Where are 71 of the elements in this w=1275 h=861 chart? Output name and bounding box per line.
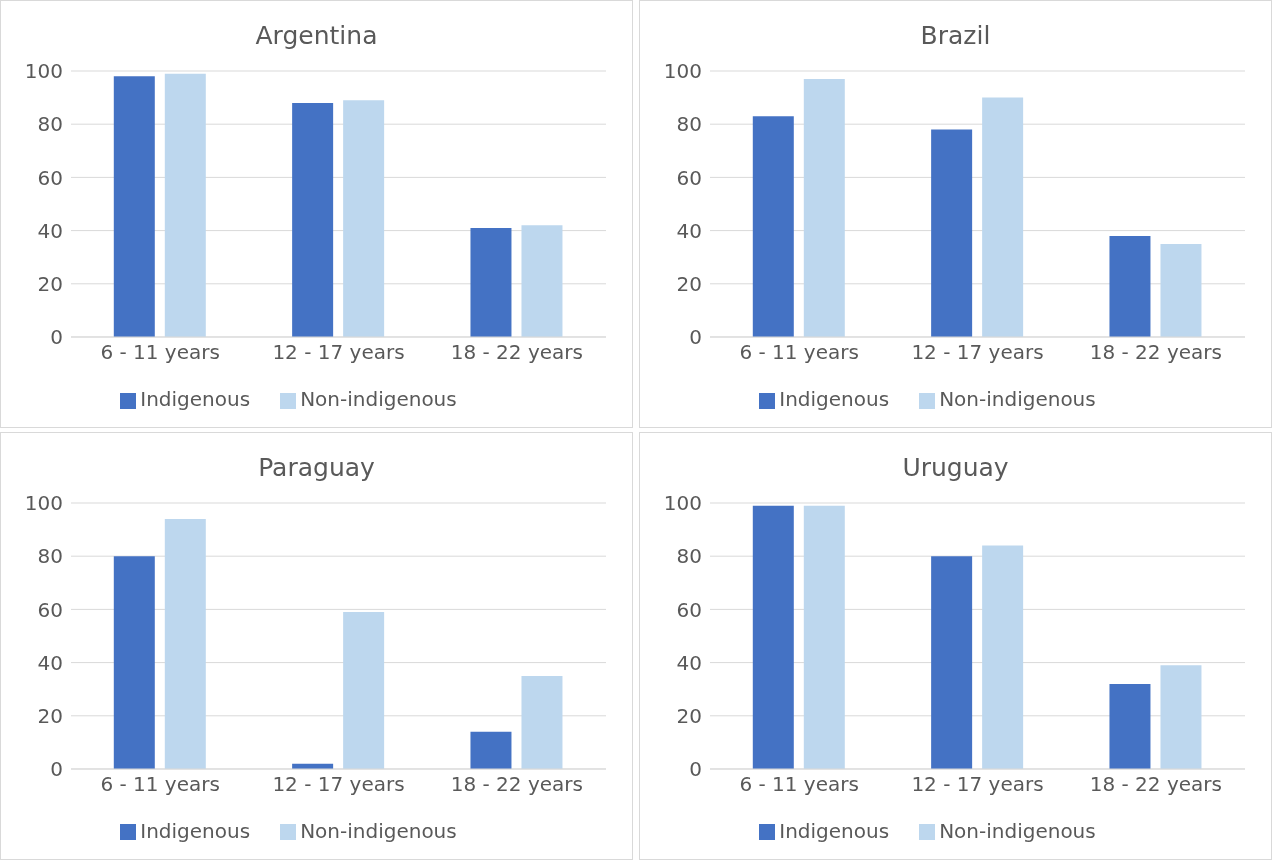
legend-label: Indigenous [779, 818, 890, 843]
y-tick-label: 80 [37, 112, 63, 137]
bar [113, 555, 155, 769]
bar [470, 227, 512, 337]
y-tick-label: 40 [676, 218, 702, 243]
legend-label: Indigenous [140, 818, 251, 843]
y-tick-label: 60 [676, 165, 702, 190]
x-tick-label: 18 - 22 years [450, 340, 583, 365]
y-tick-label: 100 [663, 490, 702, 515]
bar [343, 100, 385, 337]
y-tick-label: 100 [24, 59, 63, 84]
y-tick-label: 20 [37, 703, 63, 728]
bar [521, 225, 563, 337]
x-tick-label: 6 - 11 years [739, 340, 859, 365]
bar [521, 675, 563, 769]
bar [752, 505, 794, 769]
y-tick-label: 80 [676, 543, 702, 568]
legend-label: Indigenous [140, 387, 251, 411]
y-tick-label: 20 [676, 703, 702, 728]
y-tick-label: 20 [37, 271, 63, 296]
x-tick-label: 12 - 17 years [272, 340, 405, 365]
chart-title: Argentina [254, 21, 379, 52]
bar [752, 116, 794, 337]
bar [113, 76, 155, 337]
bar [1109, 235, 1151, 337]
x-tick-label: 6 - 11 years [100, 771, 220, 796]
x-tick-label: 12 - 17 years [911, 340, 1044, 365]
x-tick-label: 18 - 22 years [450, 771, 583, 796]
bar [931, 129, 973, 337]
x-tick-label: 18 - 22 years [1089, 340, 1222, 365]
bar [343, 611, 385, 769]
bar [1160, 664, 1202, 769]
y-tick-label: 40 [676, 650, 702, 675]
y-tick-label: 100 [24, 490, 63, 515]
chart-title: Brazil [919, 21, 992, 52]
x-tick-label: 12 - 17 years [272, 771, 405, 796]
legend-label: Non-indigenous [300, 818, 457, 843]
bar [803, 78, 845, 337]
y-tick-label: 0 [50, 325, 63, 350]
bar [292, 102, 334, 337]
y-tick-label: 60 [37, 165, 63, 190]
bar [1160, 243, 1202, 337]
bar [803, 505, 845, 769]
bar [164, 518, 206, 769]
y-tick-label: 80 [676, 112, 702, 137]
bar [931, 555, 973, 769]
x-tick-label: 12 - 17 years [911, 771, 1044, 796]
bar [982, 545, 1024, 769]
y-tick-label: 20 [676, 271, 702, 296]
y-tick-label: 80 [37, 543, 63, 568]
y-tick-label: 40 [37, 218, 63, 243]
y-tick-label: 40 [37, 650, 63, 675]
y-tick-label: 60 [37, 597, 63, 621]
legend-label: Non-indigenous [939, 818, 1096, 843]
chart-title: Paraguay [257, 452, 376, 484]
x-tick-label: 18 - 22 years [1089, 771, 1222, 796]
y-tick-label: 0 [689, 756, 702, 781]
bar [470, 731, 512, 769]
legend-label: Non-indigenous [939, 387, 1096, 411]
y-tick-label: 0 [689, 325, 702, 350]
y-tick-label: 100 [663, 59, 702, 84]
chart-title: Uruguay [901, 452, 1010, 484]
x-tick-label: 6 - 11 years [739, 771, 859, 796]
legend-label: Non-indigenous [300, 387, 457, 411]
bar [164, 73, 206, 337]
legend-label: Indigenous [779, 387, 890, 411]
bar [982, 97, 1024, 337]
y-tick-label: 0 [50, 756, 63, 781]
y-tick-label: 60 [676, 597, 702, 621]
x-tick-label: 6 - 11 years [100, 340, 220, 365]
bar [1109, 683, 1151, 769]
